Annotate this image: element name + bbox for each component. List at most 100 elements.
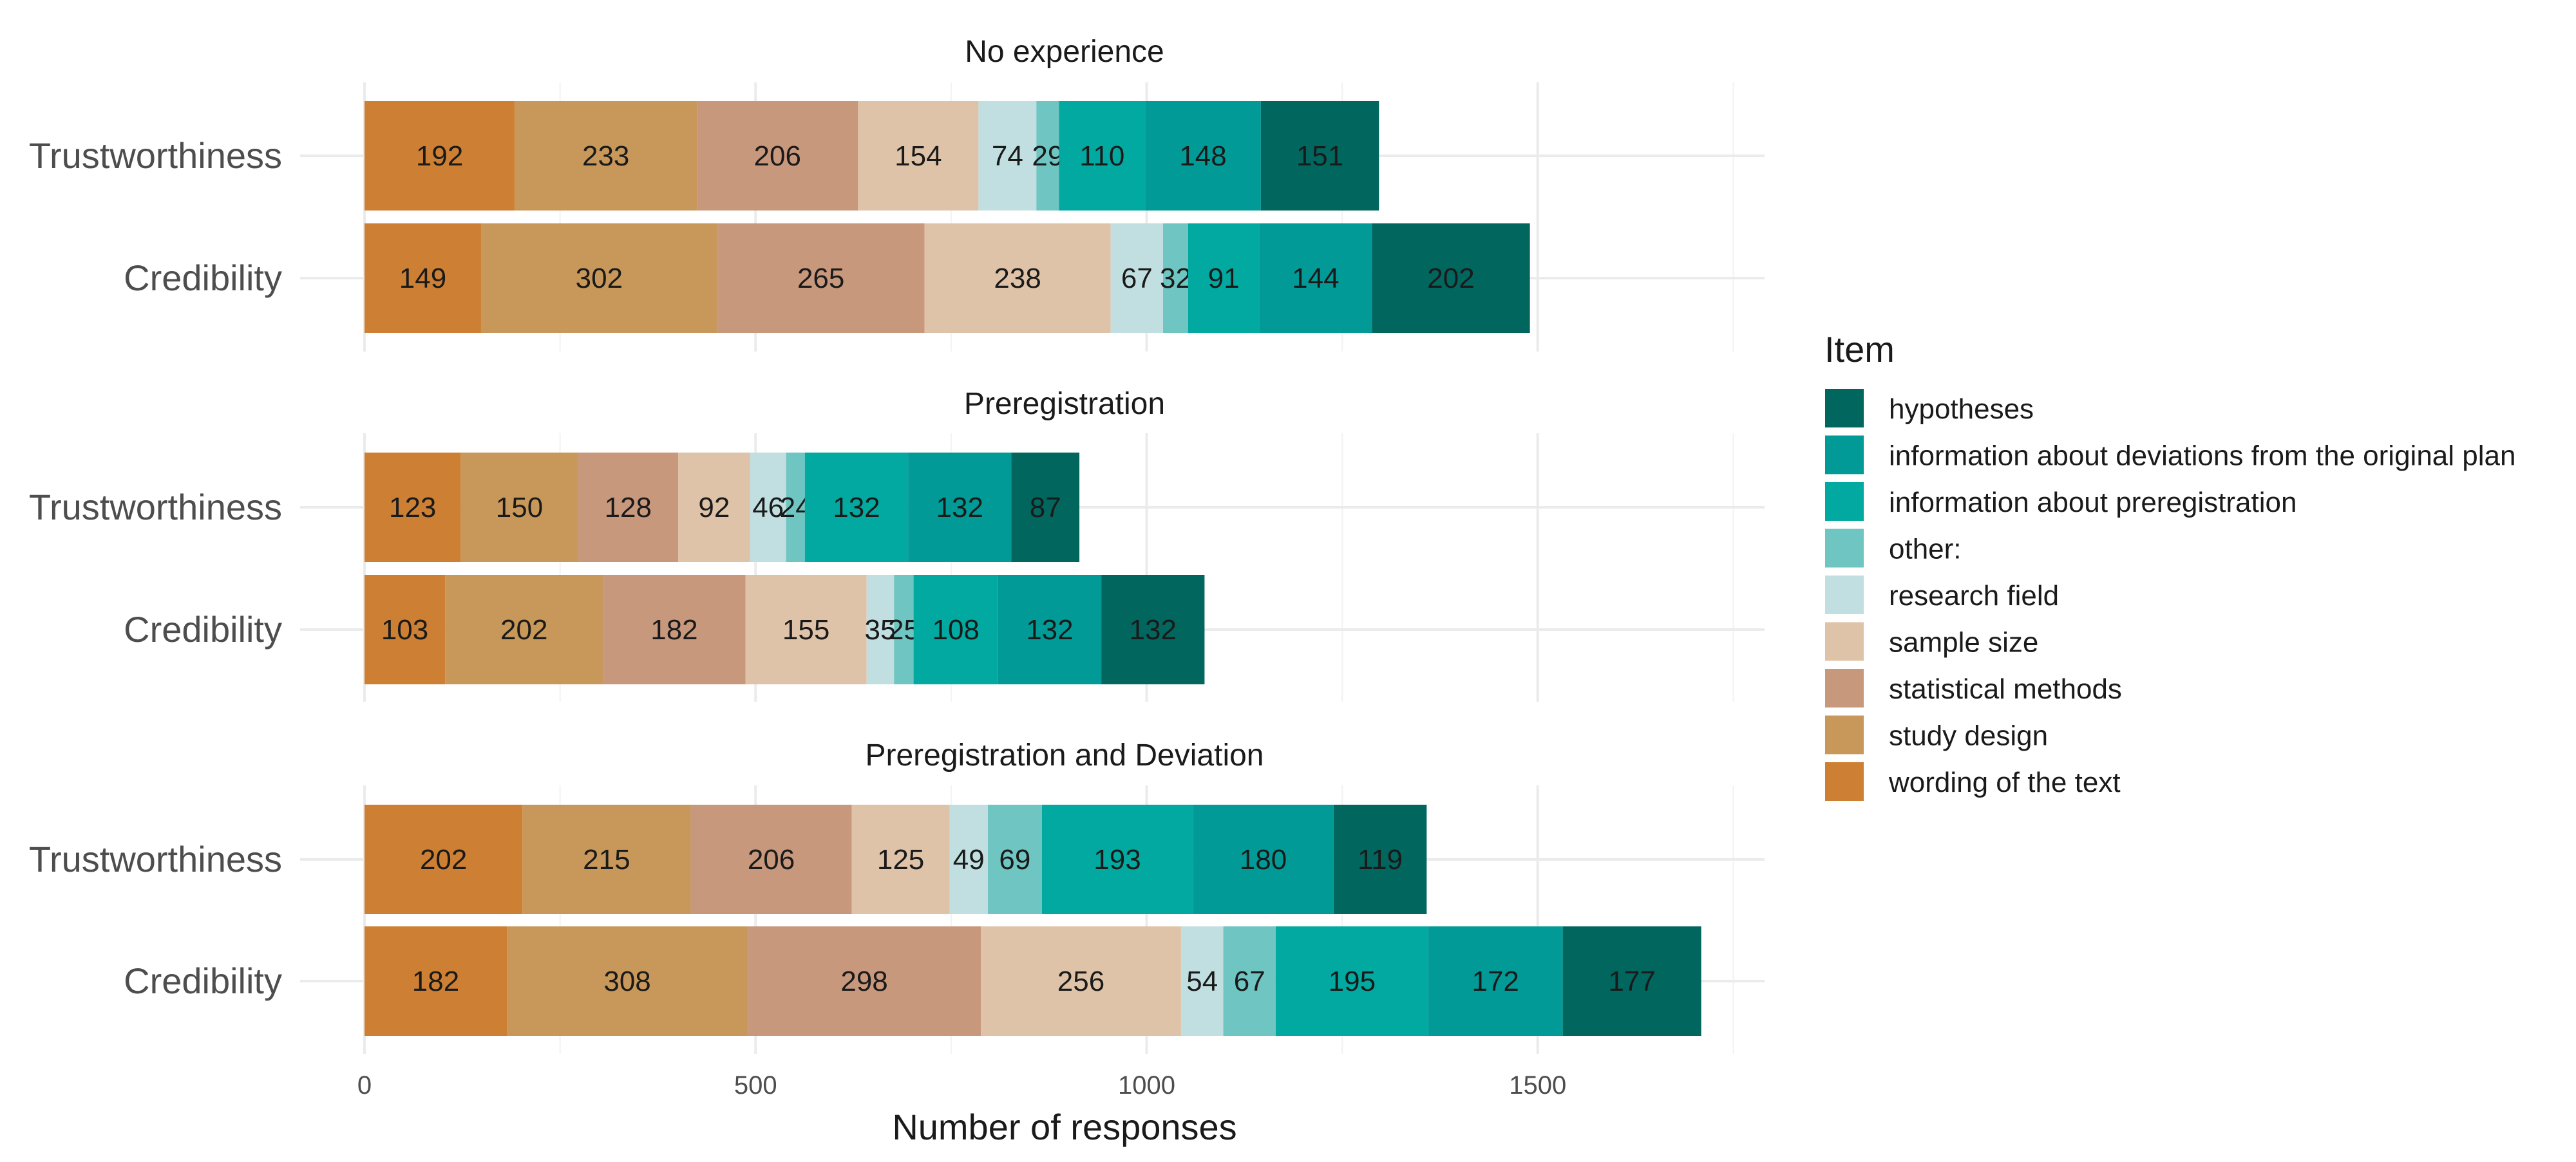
bar-value-label: 202: [1427, 263, 1474, 294]
legend-title: Item: [1824, 329, 1895, 370]
legend-label: statistical methods: [1889, 673, 2122, 705]
legend-label: other:: [1889, 534, 1962, 565]
bar-segment: [717, 223, 925, 333]
bar-segment: [1562, 926, 1701, 1036]
legend-swatch: [1824, 481, 1865, 522]
panel-title: Preregistration and Deviation: [865, 738, 1264, 773]
bar-segment: [1223, 926, 1276, 1036]
panel-title: No experience: [965, 35, 1164, 69]
legend-label: study design: [1889, 720, 2048, 752]
bar-segment: [908, 453, 1012, 562]
bar-segment: [1428, 926, 1563, 1036]
bar-segment: [1059, 101, 1146, 211]
bar-value-label: 215: [583, 844, 630, 876]
bar-value-label: 132: [833, 492, 880, 523]
bar-segment: [1110, 223, 1164, 333]
bar-value-label: 265: [797, 263, 844, 294]
legend-swatch: [1824, 434, 1865, 476]
bar-value-label: 46: [752, 492, 784, 523]
legend-label: hypotheses: [1889, 393, 2034, 425]
bar-segment: [786, 453, 805, 562]
bar-value-label: 172: [1472, 966, 1519, 997]
bar-value-label: 202: [420, 844, 467, 876]
bar-segment: [365, 926, 507, 1036]
bar-segment: [750, 453, 786, 562]
bar-value-label: 49: [953, 844, 985, 876]
legend-label: research field: [1889, 580, 2059, 612]
row-label: Trustworthiness: [29, 839, 282, 879]
bar-value-label: 155: [782, 614, 829, 646]
bar-segment: [365, 453, 461, 562]
bar-value-label: 298: [840, 966, 887, 997]
bar-segment: [1260, 101, 1379, 211]
bar-value-label: 67: [1121, 263, 1153, 294]
legend-swatch: [1824, 388, 1865, 429]
bar-segment: [697, 101, 858, 211]
legend-label: information about deviations from the or…: [1889, 440, 2515, 472]
bar-segment: [1036, 101, 1059, 211]
x-tick-label: 500: [734, 1071, 777, 1100]
bar-segment: [1011, 453, 1080, 562]
bar-value-label: 132: [1130, 614, 1177, 646]
bar-segment: [924, 223, 1111, 333]
bar-value-label: 195: [1329, 966, 1376, 997]
bar-segment: [690, 805, 852, 914]
row-label: Trustworthiness: [29, 487, 282, 527]
row-label: Trustworthiness: [29, 135, 282, 176]
bar-value-label: 148: [1179, 140, 1226, 172]
bar-segment: [365, 223, 481, 333]
legend-swatch: [1824, 527, 1865, 569]
bar-value-label: 110: [1079, 140, 1124, 172]
bar-segment: [804, 453, 909, 562]
bar-segment: [949, 805, 988, 914]
bar-segment: [1372, 223, 1530, 333]
bar-segment: [1333, 805, 1427, 914]
bar-segment: [981, 926, 1181, 1036]
bar-segment: [365, 805, 523, 914]
bar-segment: [851, 805, 950, 914]
bar-segment: [603, 575, 746, 684]
bar-value-label: 202: [500, 614, 547, 646]
bar-value-label: 91: [1208, 263, 1240, 294]
bar-segment: [978, 101, 1037, 211]
bar-value-label: 182: [650, 614, 697, 646]
bar-segment: [894, 575, 914, 684]
bar-value-label: 233: [582, 140, 629, 172]
bar-segment: [1275, 926, 1428, 1036]
bar-value-label: 54: [1186, 966, 1218, 997]
bar-value-label: 74: [992, 140, 1023, 172]
bar-segment: [987, 805, 1042, 914]
legend-swatch: [1824, 621, 1865, 662]
bar-segment: [1163, 223, 1188, 333]
bar-segment: [678, 453, 750, 562]
bar-segment: [1180, 926, 1224, 1036]
bar-value-label: 69: [999, 844, 1030, 876]
bar-segment: [913, 575, 998, 684]
bar-value-label: 256: [1057, 966, 1104, 997]
row-label: Credibility: [124, 609, 282, 650]
legend-label: wording of the text: [1888, 767, 2121, 798]
bar-segment: [507, 926, 748, 1036]
bar-segment: [1259, 223, 1372, 333]
legend-swatch: [1824, 574, 1865, 615]
bar-segment: [515, 101, 697, 211]
bar-value-label: 193: [1094, 844, 1141, 876]
bar-value-label: 29: [1032, 140, 1063, 172]
bar-segment: [578, 453, 679, 562]
bar-value-label: 35: [865, 614, 896, 646]
bar-value-label: 302: [576, 263, 623, 294]
bar-value-label: 308: [603, 966, 650, 997]
bar-value-label: 154: [895, 140, 942, 172]
bar-segment: [998, 575, 1102, 684]
bar-segment: [445, 575, 603, 684]
bar-value-label: 149: [399, 263, 446, 294]
bar-segment: [1145, 101, 1261, 211]
bar-value-label: 238: [994, 263, 1041, 294]
bar-value-label: 108: [932, 614, 979, 646]
legend-label: information about preregistration: [1889, 487, 2297, 518]
bar-value-label: 123: [389, 492, 436, 523]
bar-value-label: 192: [416, 140, 463, 172]
legend-swatch: [1824, 714, 1865, 756]
bar-segment: [480, 223, 717, 333]
bar-segment: [365, 575, 446, 684]
